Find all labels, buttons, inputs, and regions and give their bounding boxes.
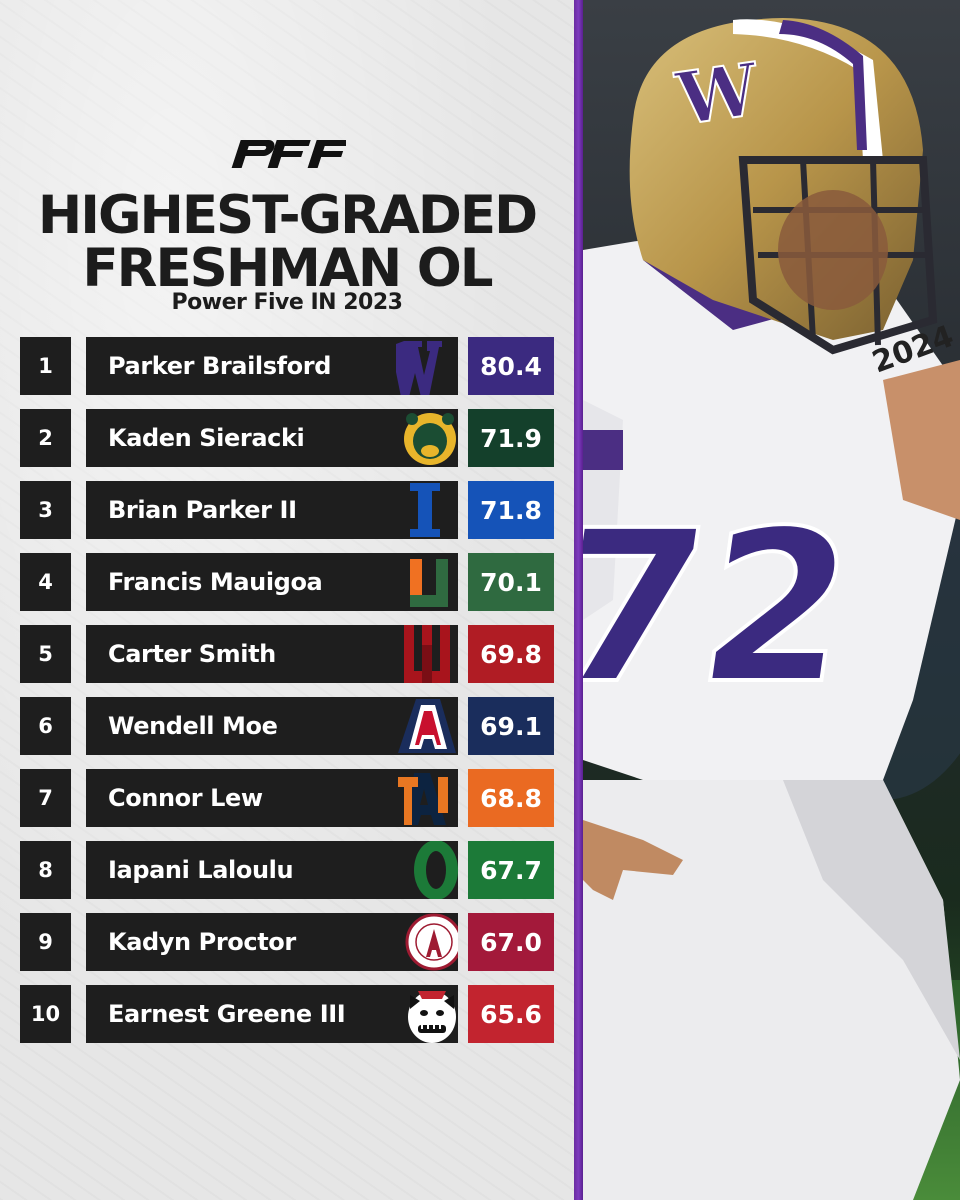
rank-badge: 4 [20, 553, 71, 611]
grade-box: 69.1 [468, 697, 554, 755]
player-name: Brian Parker II [108, 496, 297, 524]
page-title-line-1: HIGHEST-GRADED [37, 185, 538, 246]
rank-badge: 3 [20, 481, 71, 539]
player-name: Parker Brailsford [108, 352, 331, 380]
svg-text:W: W [671, 46, 765, 142]
player-name: Connor Lew [108, 784, 263, 812]
ranking-row: 7 Connor Lew 68.8 [20, 769, 560, 827]
page-title-line-2: FRESHMAN OL [82, 238, 493, 299]
grade-box: 65.6 [468, 985, 554, 1043]
ranking-row: 6 Wendell Moe 69.1 [20, 697, 560, 755]
indiana-iu-logo [404, 625, 450, 683]
duke-d-logo [410, 483, 440, 537]
rank-badge: 9 [20, 913, 71, 971]
washington-w-logo [396, 341, 442, 395]
ranking-row: 4 Francis Mauigoa 70.1 [20, 553, 560, 611]
baylor-bear-logo [404, 413, 456, 465]
alabama-a-logo [405, 913, 458, 971]
oregon-o-logo [414, 841, 458, 899]
player-bar: Wendell Moe [86, 697, 458, 755]
grade-box: 70.1 [468, 553, 554, 611]
subtitle: Power Five IN 2023 [171, 290, 403, 315]
miami-u-logo [410, 559, 448, 607]
rank-badge: 2 [20, 409, 71, 467]
ranking-row: 10 Earnest Greene III 65.6 [20, 985, 560, 1043]
rank-badge: 1 [20, 337, 71, 395]
player-bar: Kaden Sieracki [86, 409, 458, 467]
grade-box: 68.8 [468, 769, 554, 827]
accent-divider [574, 0, 583, 1200]
player-name: Kadyn Proctor [108, 928, 296, 956]
ranking-row: 1 Parker Brailsford 80.4 [20, 337, 560, 395]
player-bar: Iapani Laloulu [86, 841, 458, 899]
grade-box: 67.7 [468, 841, 554, 899]
player-name: Francis Mauigoa [108, 568, 323, 596]
rank-badge: 10 [20, 985, 71, 1043]
grade-box: 71.9 [468, 409, 554, 467]
ranking-row: 9 Kadyn Proctor 67.0 [20, 913, 560, 971]
pff-logo [231, 140, 346, 168]
svg-text:72: 72 [583, 485, 867, 730]
player-bar: Carter Smith [86, 625, 458, 683]
player-bar: Connor Lew [86, 769, 458, 827]
player-name: Iapani Laloulu [108, 856, 294, 884]
auburn-au-logo [398, 773, 448, 825]
ranking-row: 8 Iapani Laloulu 67.7 [20, 841, 560, 899]
player-bar: Earnest Greene III [86, 985, 458, 1043]
rank-badge: 6 [20, 697, 71, 755]
ranking-row: 3 Brian Parker II 71.8 [20, 481, 560, 539]
rank-badge: 7 [20, 769, 71, 827]
ranking-row: 5 Carter Smith 69.8 [20, 625, 560, 683]
grade-box: 69.8 [468, 625, 554, 683]
player-bar: Brian Parker II [86, 481, 458, 539]
georgia-bulldog-logo [408, 991, 456, 1043]
rank-badge: 8 [20, 841, 71, 899]
ranking-row: 2 Kaden Sieracki 71.9 [20, 409, 560, 467]
football-player-image: 72 W 2024 [583, 18, 960, 1200]
player-name: Kaden Sieracki [108, 424, 305, 452]
grade-box: 67.0 [468, 913, 554, 971]
graphic-panel: HIGHEST-GRADED FRESHMAN OL Power Five IN… [0, 0, 574, 1200]
player-bar: Kadyn Proctor [86, 913, 458, 971]
player-name: Wendell Moe [108, 712, 278, 740]
grade-box: 80.4 [468, 337, 554, 395]
player-name: Carter Smith [108, 640, 276, 668]
player-bar: Parker Brailsford [86, 337, 458, 395]
rank-badge: 5 [20, 625, 71, 683]
arizona-a-logo [398, 699, 456, 753]
player-name: Earnest Greene III [108, 1000, 346, 1028]
player-photo: 72 W 2024 [583, 0, 960, 1200]
grade-box: 71.8 [468, 481, 554, 539]
player-bar: Francis Mauigoa [86, 553, 458, 611]
